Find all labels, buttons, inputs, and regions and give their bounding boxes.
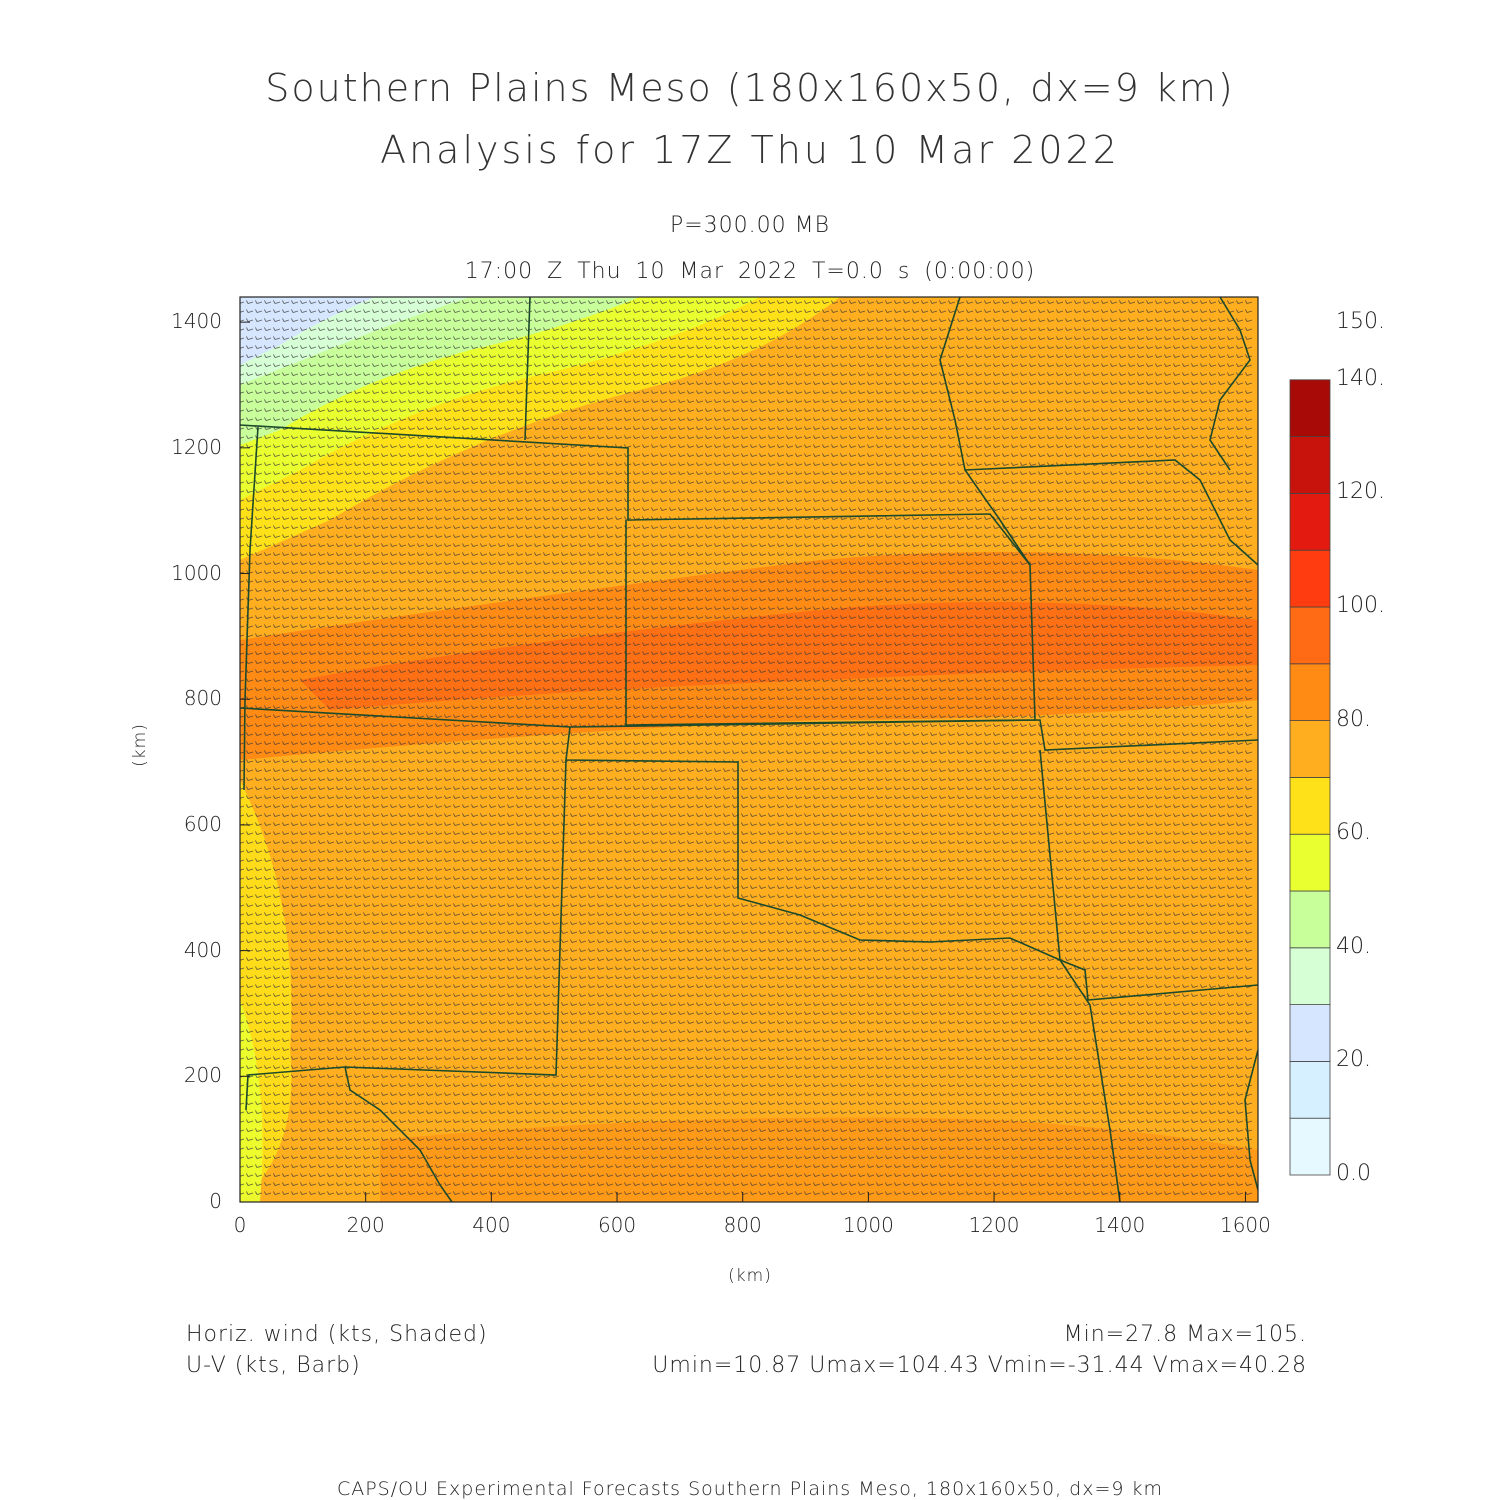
colorbar-bin [1289,606,1331,665]
colorbar-bin [1289,1061,1331,1119]
x-tick-label: 600 [597,1213,637,1237]
colorbar-label: 140. [1336,365,1385,391]
colorbar-bin [1289,436,1331,494]
y-tick-label: 1000 [171,560,222,585]
y-tick-label: 0 [209,1189,222,1213]
x-tick-label: 0 [233,1213,247,1237]
x-tick-label: 1200 [968,1213,1020,1237]
y-tick-label: 400 [183,937,222,962]
x-axis-label: (km) [728,1266,772,1286]
colorbar-label: 0.0 [1336,1161,1371,1186]
x-tick-label: 400 [472,1213,511,1237]
wind-barb-field [240,300,1253,1196]
x-tick-label: 800 [723,1213,762,1237]
colorbar-bin [1289,777,1331,835]
barb-field-legend: U-V (kts, Barb) [186,1353,361,1378]
shaded-field-legend: Horiz. wind (kts, Shaded) [186,1322,488,1347]
colorbar-bin [1289,833,1331,892]
colorbar-bin [1289,549,1331,608]
y-tick-label: 600 [183,811,222,836]
colorbar-bin [1289,379,1331,437]
colorbar-bin [1289,720,1331,778]
colorbar-bin [1289,1004,1331,1062]
y-tick-label: 1200 [171,434,222,459]
colorbar-label: 60. [1336,820,1371,846]
colorbar-label: 20. [1336,1047,1371,1073]
colorbar-bin [1289,890,1331,949]
x-tick-label: 200 [346,1213,385,1237]
y-tick-label: 200 [183,1063,222,1088]
y-axis-label: (km) [129,723,150,767]
y-tick-label: 800 [183,686,222,711]
y-tick-label: 1400 [171,309,222,334]
colorbar-label: 100. [1336,593,1385,618]
colorbar-label: 120. [1336,479,1385,505]
colorbar-bin [1289,492,1331,551]
footer-credit: CAPS/OU Experimental Forecasts Southern … [336,1478,1164,1500]
state-boundaries [240,297,1258,1202]
min-max-stat: Min=27.8 Max=105. [1063,1322,1307,1347]
colorbar-bin [1289,947,1331,1005]
colorbar-label: 80. [1336,706,1371,732]
colorbar-bin [1289,1117,1331,1176]
valid-time-label: 17:00 Z Thu 10 Mar 2022 T=0.0 s (0:00:00… [464,259,1036,284]
wind-speed-shading [240,297,1258,1202]
x-tick-label: 1600 [1219,1213,1271,1237]
map-title-line-1: Southern Plains Meso (180x160x50, dx=9 k… [265,66,1235,110]
pressure-level-label: P=300.00 MB [669,213,831,238]
wind-barbs [240,300,1253,1196]
colorbar [1289,379,1331,1176]
map-title-line-2: Analysis for 17Z Thu 10 Mar 2022 [380,128,1120,172]
colorbar-label: 150. [1336,309,1385,334]
uv-component-stat: Umin=10.87 Umax=104.43 Vmin=-31.44 Vmax=… [652,1353,1307,1378]
plot-frame [239,296,1259,1203]
colorbar-label: 40. [1336,933,1371,959]
x-tick-label: 1000 [842,1213,894,1237]
colorbar-bin [1289,663,1331,721]
x-tick-label: 1400 [1094,1213,1146,1237]
